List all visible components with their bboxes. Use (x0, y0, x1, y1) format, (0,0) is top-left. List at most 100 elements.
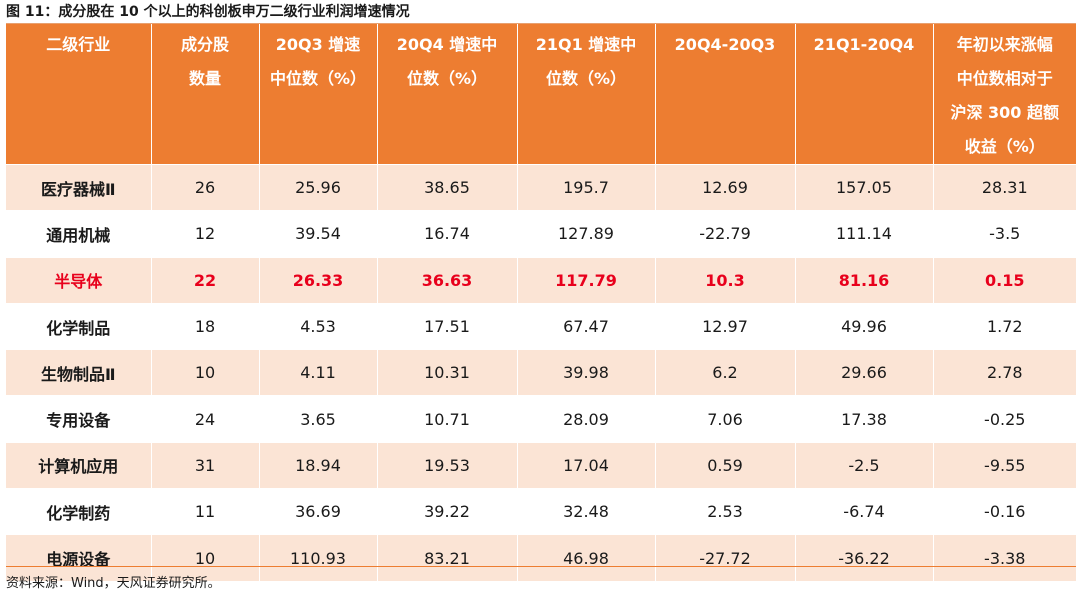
cell-q1-q4-diff: 81.16 (794, 256, 933, 304)
header-line: 20Q4 增速中 (396, 35, 498, 54)
cell-industry: 专用设备 (6, 395, 151, 443)
header-20q3-growth: 20Q3 增速 中位数（%） (258, 24, 377, 165)
cell-excess-return: 28.31 (932, 163, 1076, 211)
cell-q4-growth: 19.53 (376, 441, 517, 489)
cell-q1-q4-diff: -36.22 (794, 534, 933, 581)
header-line: 21Q1 增速中 (535, 35, 637, 54)
cell-q4-growth: 10.31 (376, 349, 517, 396)
header-line: 20Q4-20Q3 (674, 35, 776, 54)
header-21q1-growth: 21Q1 增速中 位数（%） (516, 24, 655, 165)
cell-q4-growth: 10.71 (376, 395, 517, 443)
cell-industry: 化学制品 (6, 302, 151, 350)
cell-count: 26 (150, 163, 259, 211)
cell-q3-growth: 36.69 (258, 488, 377, 535)
cell-q4-growth: 83.21 (376, 534, 517, 581)
header-industry: 二级行业 (6, 24, 151, 165)
cell-excess-return: 0.15 (932, 256, 1076, 304)
table-bottom-divider (6, 566, 1076, 567)
cell-count: 10 (150, 349, 259, 396)
header-line: 21Q1-20Q4 (813, 35, 915, 54)
cell-q1-growth: 46.98 (516, 534, 655, 581)
cell-q4-q3-diff: -27.72 (654, 534, 795, 581)
table-row: 化学制品 18 4.53 17.51 67.47 12.97 49.96 1.72 (6, 302, 1076, 350)
header-line: 20Q3 增速 (275, 35, 361, 54)
cell-excess-return: -0.25 (932, 395, 1076, 443)
cell-q4-growth: 36.63 (376, 256, 517, 304)
cell-count: 24 (150, 395, 259, 443)
cell-excess-return: -3.38 (932, 534, 1076, 581)
figure-title: 图 11：成分股在 10 个以上的科创板申万二级行业利润增速情况 (6, 4, 410, 20)
header-line: 位数（%） (545, 69, 627, 88)
cell-q4-q3-diff: 0.59 (654, 441, 795, 489)
cell-count: 12 (150, 210, 259, 258)
cell-industry: 电源设备 (6, 534, 151, 581)
header-line: 年初以来涨幅 (956, 35, 1053, 54)
cell-q1-growth: 195.7 (516, 163, 655, 211)
cell-q1-growth: 127.89 (516, 210, 655, 258)
cell-industry: 通用机械 (6, 210, 151, 258)
cell-count: 10 (150, 534, 259, 581)
header-line: 二级行业 (46, 35, 111, 54)
cell-excess-return: 1.72 (932, 302, 1076, 350)
cell-q3-growth: 110.93 (258, 534, 377, 581)
cell-count: 18 (150, 302, 259, 350)
header-line: 位数（%） (406, 69, 488, 88)
cell-q1-q4-diff: 17.38 (794, 395, 933, 443)
cell-industry: 计算机应用 (6, 441, 151, 489)
cell-count: 31 (150, 441, 259, 489)
header-excess-return: 年初以来涨幅 中位数相对于 沪深 300 超额 收益（%） (932, 24, 1076, 165)
header-line: 中位数相对于 (956, 69, 1053, 88)
cell-q1-growth: 28.09 (516, 395, 655, 443)
table-row: 专用设备 24 3.65 10.71 28.09 7.06 17.38 -0.25 (6, 395, 1076, 443)
cell-q1-q4-diff: 49.96 (794, 302, 933, 350)
cell-industry: 化学制药 (6, 488, 151, 535)
cell-q3-growth: 4.11 (258, 349, 377, 396)
header-20q4-growth: 20Q4 增速中 位数（%） (376, 24, 517, 165)
cell-q1-q4-diff: 29.66 (794, 349, 933, 396)
cell-count: 11 (150, 488, 259, 535)
header-line: 收益（%） (964, 137, 1045, 156)
source-note: 资料来源：Wind，天风证券研究所。 (6, 576, 221, 591)
cell-q4-growth: 38.65 (376, 163, 517, 211)
header-line: 数量 (188, 69, 221, 88)
cell-q3-growth: 25.96 (258, 163, 377, 211)
cell-q4-growth: 16.74 (376, 210, 517, 258)
cell-q1-q4-diff: -2.5 (794, 441, 933, 489)
cell-q4-q3-diff: 7.06 (654, 395, 795, 443)
industry-profit-growth-table: 二级行业 成分股 数量 20Q3 增速 中位数（%） 20Q4 增速中 位数（%… (6, 24, 1076, 581)
header-20q4-minus-20q3: 20Q4-20Q3 (654, 24, 795, 165)
cell-q3-growth: 3.65 (258, 395, 377, 443)
cell-q1-q4-diff: 157.05 (794, 163, 933, 211)
cell-industry: 半导体 (6, 256, 151, 304)
header-line: 成分股 (180, 35, 229, 54)
cell-q3-growth: 18.94 (258, 441, 377, 489)
cell-excess-return: 2.78 (932, 349, 1076, 396)
header-21q1-minus-20q4: 21Q1-20Q4 (794, 24, 933, 165)
header-constituent-count: 成分股 数量 (150, 24, 259, 165)
cell-q1-growth: 17.04 (516, 441, 655, 489)
cell-q4-growth: 17.51 (376, 302, 517, 350)
header-line: 沪深 300 超额 (950, 103, 1060, 122)
cell-industry: 医疗器械Ⅱ (6, 163, 151, 211)
cell-q1-growth: 117.79 (516, 256, 655, 304)
cell-q4-growth: 39.22 (376, 488, 517, 535)
cell-q1-q4-diff: -6.74 (794, 488, 933, 535)
header-row: 二级行业 成分股 数量 20Q3 增速 中位数（%） 20Q4 增速中 位数（%… (6, 24, 1076, 165)
cell-q4-q3-diff: 12.69 (654, 163, 795, 211)
table-row: 计算机应用 31 18.94 19.53 17.04 0.59 -2.5 -9.55 (6, 441, 1076, 489)
table-row: 化学制药 11 36.69 39.22 32.48 2.53 -6.74 -0.16 (6, 488, 1076, 535)
cell-q4-q3-diff: 12.97 (654, 302, 795, 350)
table-row: 通用机械 12 39.54 16.74 127.89 -22.79 111.14 -3.5 (6, 210, 1076, 258)
table-body: 医疗器械Ⅱ 26 25.96 38.65 195.7 12.69 157.05 28.31 通用… (6, 163, 1076, 581)
table-header: 二级行业 成分股 数量 20Q3 增速 中位数（%） 20Q4 增速中 位数（%… (6, 24, 1076, 165)
cell-q4-q3-diff: 2.53 (654, 488, 795, 535)
cell-count: 22 (150, 256, 259, 304)
cell-excess-return: -3.5 (932, 210, 1076, 258)
cell-q1-q4-diff: 111.14 (794, 210, 933, 258)
cell-q1-growth: 39.98 (516, 349, 655, 396)
cell-q3-growth: 26.33 (258, 256, 377, 304)
cell-industry: 生物制品Ⅱ (6, 349, 151, 396)
cell-excess-return: -9.55 (932, 441, 1076, 489)
cell-q1-growth: 67.47 (516, 302, 655, 350)
header-line: 中位数（%） (269, 69, 367, 88)
